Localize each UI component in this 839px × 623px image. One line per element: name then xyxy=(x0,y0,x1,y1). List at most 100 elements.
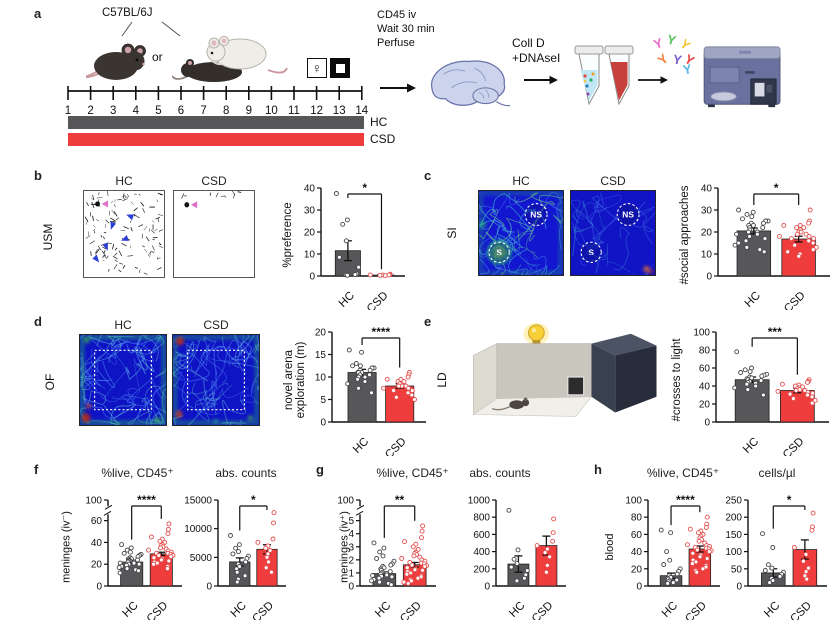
svg-text:*: * xyxy=(362,181,367,195)
svg-text:***: *** xyxy=(768,325,782,339)
sample-tubes-illustration xyxy=(574,45,634,106)
chart-blood-pct: 0 20 40 60 80 100 HC CSD **** xyxy=(616,484,726,623)
svg-text:80: 80 xyxy=(631,513,643,524)
svg-text:0: 0 xyxy=(348,582,354,593)
svg-text:10: 10 xyxy=(701,250,713,261)
panel-label-b: b xyxy=(34,168,42,183)
svg-text:CSD: CSD xyxy=(145,600,171,620)
svg-text:*: * xyxy=(251,493,256,507)
svg-text:Y: Y xyxy=(672,51,683,67)
svg-text:Y: Y xyxy=(652,35,666,52)
svg-text:0: 0 xyxy=(96,582,102,593)
svg-text:1: 1 xyxy=(348,568,354,579)
svg-text:HC: HC xyxy=(660,600,680,620)
svg-text:CSD: CSD xyxy=(383,436,409,456)
legend-hc-label: HC xyxy=(370,115,388,129)
usm-hc-image xyxy=(83,190,165,278)
si-hc-title: HC xyxy=(512,174,530,188)
digest-line-1: Coll D xyxy=(512,36,545,50)
svg-text:CSD: CSD xyxy=(530,600,556,620)
svg-text:Y: Y xyxy=(682,61,693,76)
chart-meninges-ivpos-counts: 0 200 400 600 800 1000 HC CSD xyxy=(460,484,572,623)
svg-text:10: 10 xyxy=(265,105,278,117)
svg-text:20: 20 xyxy=(91,560,103,571)
svg-text:4: 4 xyxy=(348,529,354,540)
svg-text:0: 0 xyxy=(706,272,712,283)
chart-meninges-ivneg-pct: 0 20 40 60 100 HC CSD **** xyxy=(78,484,188,623)
svg-text:Y: Y xyxy=(665,34,678,48)
svg-text:5: 5 xyxy=(155,105,161,117)
svg-text:40: 40 xyxy=(701,184,713,195)
svg-text:1000: 1000 xyxy=(468,496,491,507)
svg-text:2: 2 xyxy=(348,555,354,566)
svg-text:100: 100 xyxy=(337,496,354,507)
svg-text:Y: Y xyxy=(677,36,694,53)
svg-text:5: 5 xyxy=(320,395,326,406)
svg-text:HC: HC xyxy=(351,436,371,456)
svg-text:100: 100 xyxy=(625,496,642,507)
svg-text:800: 800 xyxy=(473,513,490,524)
digestion-label: Coll D +DNAseI xyxy=(512,36,560,66)
svg-text:S: S xyxy=(496,247,502,257)
svg-text:15: 15 xyxy=(315,350,327,361)
svg-text:*: * xyxy=(787,493,792,507)
usm-test-label: USM xyxy=(41,223,55,251)
flow-cytometer-illustration xyxy=(703,46,781,108)
svg-text:15000: 15000 xyxy=(184,496,212,507)
svg-text:20: 20 xyxy=(701,228,713,239)
svg-text:20: 20 xyxy=(699,400,711,411)
chart-blood-cells: 0 50 100 150 200 250 HC CSD * xyxy=(718,484,833,623)
f-title-abs: abs. counts xyxy=(215,466,277,480)
svg-text:HC: HC xyxy=(121,600,141,620)
experiment-timeline: 1 2 3 4 5 6 7 8 9 10 11 12 13 14 xyxy=(65,86,369,117)
h-title-pct: %live, CD45⁺ xyxy=(646,466,720,480)
svg-text:*: * xyxy=(774,181,779,195)
of-csd-title: CSD xyxy=(203,318,229,332)
of-hc-heatmap xyxy=(70,328,174,430)
svg-text:6: 6 xyxy=(178,105,184,117)
svg-text:100: 100 xyxy=(693,328,710,339)
svg-text:****: **** xyxy=(676,493,695,507)
flow-arrow-1 xyxy=(380,83,416,93)
svg-text:#social approaches: #social approaches xyxy=(679,185,691,284)
chart-meninges-ivpos-pct: 0 1 2 3 4 5 100 HC CSD ** xyxy=(330,484,442,623)
svg-text:600: 600 xyxy=(473,530,490,541)
svg-text:CSD: CSD xyxy=(398,600,424,620)
svg-text:5000: 5000 xyxy=(190,553,213,564)
usm-hc-title: HC xyxy=(115,174,133,188)
antibody-icons: Y Y Y Y Y Y Y xyxy=(652,34,698,76)
svg-text:8: 8 xyxy=(223,105,229,117)
svg-text:0: 0 xyxy=(736,582,742,593)
svg-text:30: 30 xyxy=(701,206,713,217)
svg-text:CSD: CSD xyxy=(782,290,808,310)
svg-text:100: 100 xyxy=(85,496,102,507)
chart-novel-arena-exploration: novel arena exploration (m) 0 5 10 15 20 HC CSD *… xyxy=(282,316,432,461)
svg-text:HC: HC xyxy=(229,600,249,620)
ld-test-label: LD xyxy=(435,372,449,388)
svg-text:40: 40 xyxy=(631,547,643,558)
si-hc-heatmap: NS S xyxy=(471,190,572,282)
of-csd-heatmap xyxy=(167,330,267,430)
strain-pointer-lines xyxy=(121,21,181,37)
svg-text:Y: Y xyxy=(655,51,672,68)
injection-protocol-text: CD45 iv Wait 30 min Perfuse xyxy=(377,8,435,50)
svg-text:HC: HC xyxy=(507,600,527,620)
chart-meninges-ivneg-counts: 0 5000 10000 15000 HC CSD * xyxy=(180,484,292,623)
black-square-inner xyxy=(335,63,345,73)
panel-label-f: f xyxy=(34,462,39,477)
svg-text:60: 60 xyxy=(631,530,643,541)
svg-text:14: 14 xyxy=(355,105,368,117)
svg-text:100: 100 xyxy=(725,547,742,558)
svg-text:**: ** xyxy=(395,493,405,507)
svg-text:0: 0 xyxy=(309,272,315,283)
brain-illustration xyxy=(431,60,511,107)
svg-text:20: 20 xyxy=(631,564,643,575)
svg-text:30: 30 xyxy=(304,206,316,217)
svg-text:40: 40 xyxy=(91,538,103,549)
si-test-label: SI xyxy=(445,227,459,239)
svg-text:NS: NS xyxy=(530,209,542,219)
flow-arrow-3 xyxy=(638,76,668,84)
svg-text:0: 0 xyxy=(704,418,710,429)
female-symbol: ♀ xyxy=(311,60,323,76)
